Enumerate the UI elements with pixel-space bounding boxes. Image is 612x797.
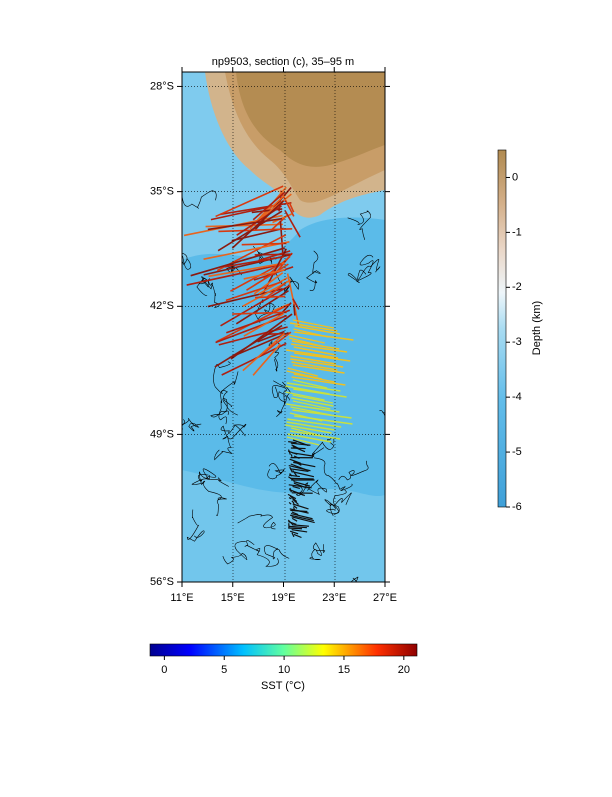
lat-tick-label: 56°S [150,576,174,588]
sst-tick-label: 0 [161,664,167,676]
depth-colorbar [498,150,506,507]
lat-tick-label: 42°S [150,300,174,312]
lon-tick-label: 19°E [272,592,296,604]
depth-tick-label: -3 [512,336,522,348]
lat-tick-label: 28°S [150,80,174,92]
sst-tick-label: 20 [398,664,410,676]
sst-tick-label: 15 [338,664,350,676]
vector [288,528,302,529]
depth-tick-label: -5 [512,446,522,458]
map-body [154,72,399,593]
lon-tick-label: 23°E [322,592,346,604]
map-title: np9503, section (c), 35–95 m [212,56,354,68]
lon-tick-label: 11°E [170,592,193,604]
lat-tick-label: 35°S [150,186,174,198]
lon-tick-label: 27°E [373,592,397,604]
depth-tick-label: -4 [512,391,522,403]
depth-colorbar-label: Depth (km) [531,301,543,355]
sst-tick-label: 5 [221,664,227,676]
lat-tick-label: 49°S [150,428,174,440]
lon-tick-label: 15°E [221,592,245,604]
depth-tick-label: -2 [512,281,522,293]
sst-colorbar-label: SST (°C) [261,680,305,692]
vector [255,296,285,297]
depth-tick-label: 0 [512,171,518,183]
sst-colorbar [150,644,417,656]
vector [290,478,313,479]
vector [291,454,292,456]
depth-tick-label: -1 [512,226,522,238]
sst-tick-label: 10 [278,664,290,676]
vector [291,448,306,449]
depth-tick-label: -6 [512,501,522,513]
